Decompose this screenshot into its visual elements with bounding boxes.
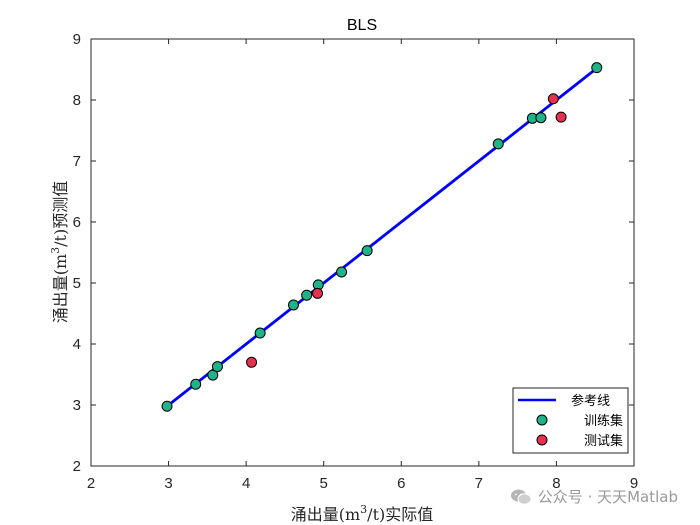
x-tick-label: 7 bbox=[475, 475, 483, 492]
train-point bbox=[492, 138, 504, 150]
legend: 参考线 训练集 测试集 bbox=[512, 387, 629, 454]
wechat-icon bbox=[510, 489, 532, 505]
legend-label-reference: 参考线 bbox=[571, 393, 610, 409]
test-point bbox=[547, 93, 559, 105]
reference-line-group bbox=[166, 67, 598, 408]
x-tick-label: 4 bbox=[242, 475, 250, 492]
y-axis-label-main: 涌出量(m bbox=[51, 254, 70, 323]
x-tick-label: 6 bbox=[397, 475, 405, 492]
test-point bbox=[312, 287, 324, 299]
train-point bbox=[361, 245, 373, 257]
train-point bbox=[161, 400, 173, 412]
y-tick-label: 2 bbox=[73, 458, 81, 475]
x-axis-label: 涌出量(m3/t)实际值 bbox=[291, 503, 434, 524]
watermark-text: 公众号 · 天天Matlab bbox=[537, 488, 678, 506]
test-point bbox=[555, 111, 567, 123]
train-point bbox=[207, 369, 219, 381]
y-tick-label: 7 bbox=[73, 153, 81, 170]
watermark: 公众号 · 天天Matlab bbox=[510, 486, 678, 507]
legend-swatch-train bbox=[536, 414, 548, 426]
train-point bbox=[591, 62, 603, 74]
x-axis-label-main: 涌出量(m bbox=[291, 505, 360, 524]
x-tick-label: 3 bbox=[164, 475, 172, 492]
y-axis-label-tail: /t)预测值 bbox=[51, 181, 70, 247]
train-point bbox=[190, 378, 202, 390]
y-tick-label: 4 bbox=[73, 336, 81, 353]
train-point bbox=[535, 112, 547, 124]
legend-swatch-test bbox=[536, 434, 548, 446]
train-point bbox=[301, 289, 313, 301]
legend-label-test: 测试集 bbox=[584, 433, 623, 449]
train-point bbox=[336, 266, 348, 278]
test-point bbox=[246, 356, 258, 368]
y-tick-label: 3 bbox=[73, 397, 81, 414]
y-axis-label-sup: 3 bbox=[49, 247, 62, 254]
x-tick-label: 2 bbox=[87, 475, 95, 492]
y-tick-label: 8 bbox=[73, 92, 81, 109]
train-point bbox=[287, 299, 299, 311]
chart-title: BLS bbox=[347, 17, 377, 34]
y-tick-label: 5 bbox=[73, 275, 81, 292]
legend-label-train: 训练集 bbox=[584, 413, 623, 429]
x-axis-label-sup: 3 bbox=[360, 503, 367, 516]
x-tick-label: 8 bbox=[552, 475, 560, 492]
y-tick-label: 6 bbox=[73, 214, 81, 231]
axis-ticks: 2 3 4 5 6 7 8 9 2 3 4 5 6 7 8 9 bbox=[73, 31, 639, 492]
y-tick-label: 9 bbox=[73, 31, 81, 48]
data-points bbox=[161, 62, 603, 412]
train-point bbox=[254, 327, 266, 339]
train-point bbox=[211, 361, 223, 373]
x-tick-label: 9 bbox=[630, 475, 638, 492]
x-axis-label-tail: /t)实际值 bbox=[367, 505, 433, 524]
y-axis-label: 涌出量(m3/t)预测值 bbox=[49, 181, 70, 324]
reference-line bbox=[166, 67, 598, 408]
x-tick-label: 5 bbox=[320, 475, 328, 492]
